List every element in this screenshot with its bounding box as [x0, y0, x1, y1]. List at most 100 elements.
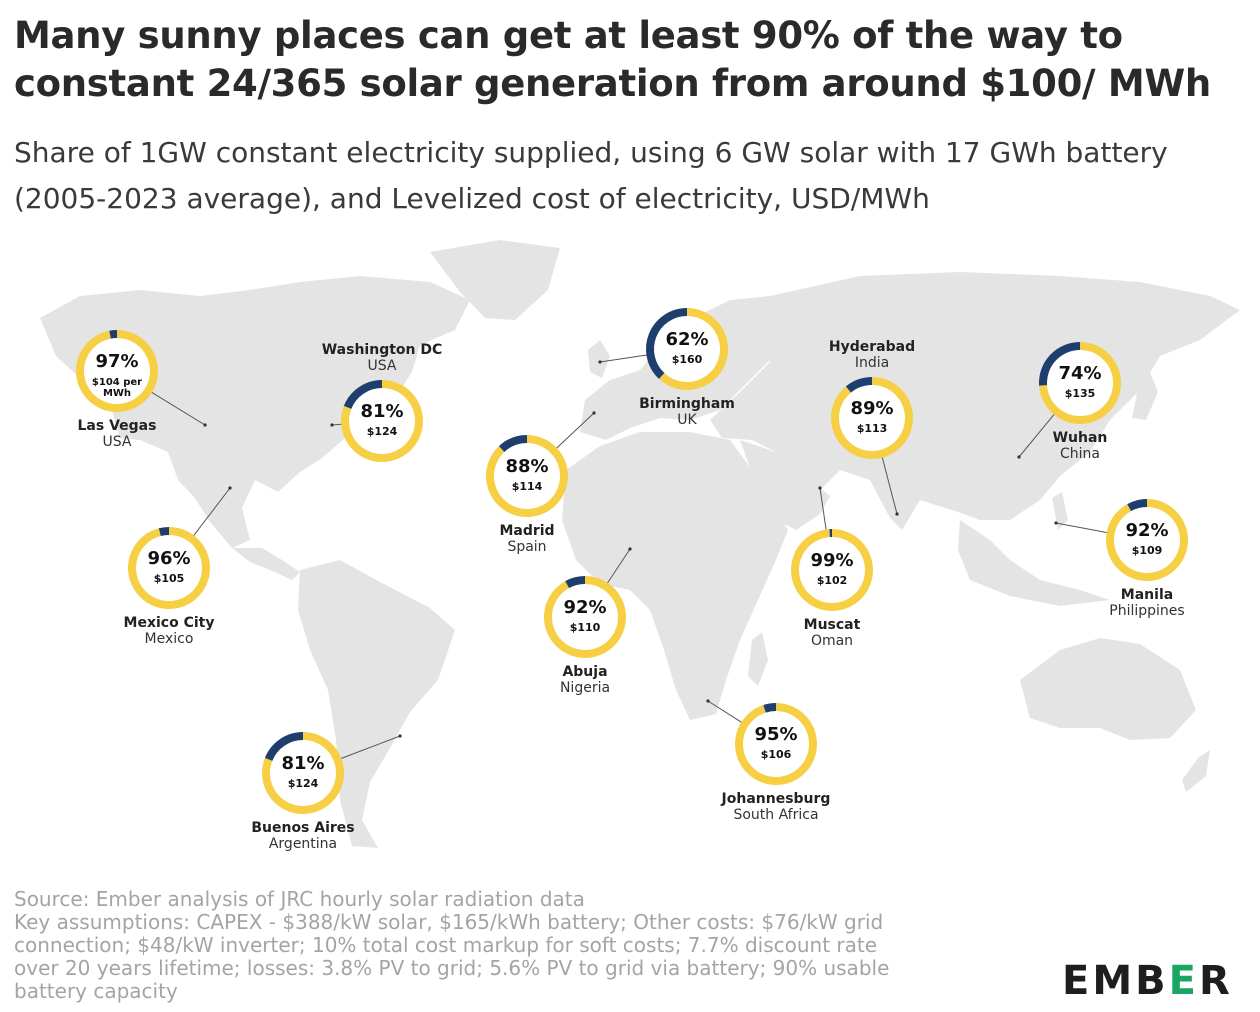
leader-lines: [149, 354, 1109, 760]
city-label-madrid: Madrid: [499, 523, 554, 539]
chart-subtitle: Share of 1GW constant electricity suppli…: [14, 136, 1168, 215]
country-label-wuhan: China: [1060, 446, 1100, 462]
donut-share-arc: [658, 308, 728, 390]
share-label-johannesburg: 95%: [754, 724, 797, 745]
city-label-wuhan: Wuhan: [1053, 430, 1108, 446]
donut-gap-arc: [763, 703, 777, 713]
donut-share-arc: [791, 529, 873, 611]
country-label-abuja: Nigeria: [560, 680, 610, 696]
landmass-japan: [1132, 372, 1158, 420]
donut-gap-arc: [646, 308, 688, 379]
share-label-madrid: 88%: [505, 456, 548, 477]
source-note: Source: Ember analysis of JRC hourly sol…: [14, 887, 585, 911]
landmass-arabia: [740, 440, 830, 530]
city-label-manila: Manila: [1121, 587, 1173, 603]
share-label-birmingham: 62%: [665, 329, 708, 350]
landmass-greenland: [430, 240, 560, 320]
cost-label-johannesburg: $106: [761, 748, 792, 761]
donut-share-arc: [128, 527, 210, 609]
country-label-madrid: Spain: [507, 539, 546, 555]
cost-label-washington-dc: $124: [367, 425, 398, 438]
city-label-muscat: Muscat: [804, 617, 861, 633]
share-label-wuhan: 74%: [1058, 363, 1101, 384]
country-label-muscat: Oman: [811, 633, 853, 649]
landmass-africa: [562, 432, 788, 720]
footer-notes: Source: Ember analysis of JRC hourly sol…: [14, 888, 1014, 1003]
city-label-washington-dc: Washington DC: [322, 342, 443, 358]
city-location-dot-mexico-city: [228, 486, 232, 490]
landmass-great-britain: [588, 340, 610, 378]
chart-title: Many sunny places can get at least 90% o…: [14, 14, 1211, 105]
share-label-muscat: 99%: [810, 550, 853, 571]
donut-center: [80, 334, 154, 408]
cost-label-las-vegas: $104 per: [92, 377, 142, 388]
cost-label-abuja: $110: [570, 621, 601, 634]
city-location-dot-birmingham: [598, 360, 602, 364]
donut-center: [739, 707, 813, 781]
leader-line-muscat: [819, 487, 827, 532]
city-label-hyderabad: Hyderabad: [829, 339, 915, 355]
share-label-las-vegas: 97%: [95, 351, 138, 372]
donut-gap-arc: [264, 732, 304, 762]
leader-line-manila: [1055, 522, 1109, 534]
city-location-dot-madrid: [592, 411, 596, 415]
landmass-south-america: [298, 560, 455, 848]
share-label-hyderabad: 89%: [850, 398, 893, 419]
country-label-johannesburg: South Africa: [733, 807, 818, 823]
donut-center: [132, 531, 206, 605]
landmass-philippines: [1052, 492, 1068, 530]
donut-center: [345, 384, 419, 458]
logo-text-part2: E: [1168, 958, 1199, 1004]
city-location-dot-johannesburg: [706, 699, 710, 703]
landmass-madagascar: [748, 632, 768, 686]
donut-share-arc: [1106, 499, 1188, 581]
donut-center: [795, 533, 869, 607]
city-label-las-vegas: Las Vegas: [78, 418, 157, 434]
donut-share-arc: [831, 377, 913, 459]
donut-center: [650, 312, 724, 386]
landmass-australia: [1020, 638, 1196, 740]
leader-line-mexico-city: [192, 487, 231, 538]
donut-center: [835, 381, 909, 455]
city-label-mexico-city: Mexico City: [124, 615, 215, 631]
assumptions-line-2: connection; $48/kW inverter; 10% total c…: [14, 933, 878, 957]
cost-label-buenos-aires: $124: [288, 777, 319, 790]
leader-line-johannesburg: [707, 700, 744, 724]
donut-share-arc: [735, 703, 817, 785]
leader-line-abuja: [606, 548, 631, 585]
donut-gap-arc: [1127, 499, 1148, 512]
country-label-buenos-aires: Argentina: [269, 836, 337, 852]
donut-center: [548, 580, 622, 654]
cost-label-muscat: $102: [817, 574, 848, 587]
donut-share-arc: [544, 576, 626, 658]
landmass-southeast-asia: [958, 520, 1110, 606]
donut-share-arc: [341, 380, 423, 462]
landmass-central-america: [232, 548, 300, 580]
country-label-hyderabad: India: [855, 355, 889, 371]
landmass-asia: [710, 272, 1240, 530]
country-label-mexico-city: Mexico: [145, 631, 194, 647]
leader-line-hyderabad: [881, 455, 898, 515]
donut-center: [1043, 346, 1117, 420]
cost-label-birmingham: $160: [672, 353, 703, 366]
cost-label-manila: $109: [1132, 544, 1163, 557]
cost-label-madrid: $114: [512, 480, 543, 493]
donut-gap-arc: [109, 330, 118, 339]
city-location-dot-abuja: [628, 547, 632, 551]
assumptions-line-1: Key assumptions: CAPEX - $388/kW solar, …: [14, 910, 884, 934]
cost-label-hyderabad: $113: [857, 422, 888, 435]
donut-gap-arc: [343, 380, 383, 410]
share-label-buenos-aires: 81%: [281, 753, 324, 774]
donut-gap-arc: [1039, 342, 1081, 386]
city-label-johannesburg: Johannesburg: [721, 791, 831, 807]
leader-line-buenos-aires: [339, 735, 401, 760]
